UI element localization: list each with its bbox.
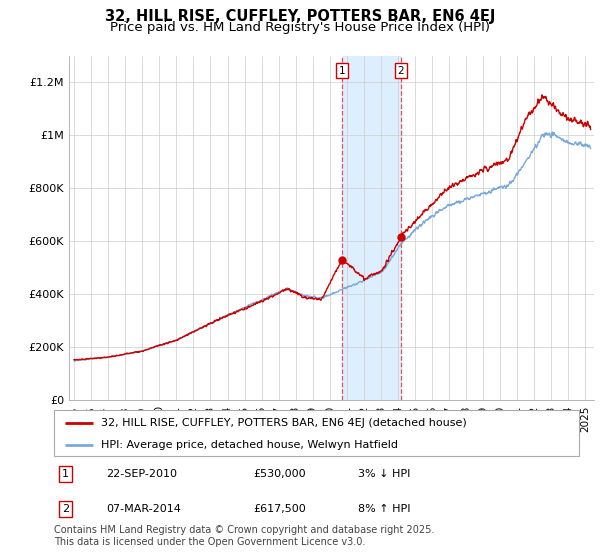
Text: 1: 1 [339,66,346,76]
Text: 2: 2 [62,504,69,514]
Text: Price paid vs. HM Land Registry's House Price Index (HPI): Price paid vs. HM Land Registry's House … [110,21,490,34]
Text: £617,500: £617,500 [254,504,306,514]
Text: Contains HM Land Registry data © Crown copyright and database right 2025.
This d: Contains HM Land Registry data © Crown c… [54,525,434,547]
Text: 2: 2 [398,66,404,76]
Text: 07-MAR-2014: 07-MAR-2014 [107,504,181,514]
Text: 8% ↑ HPI: 8% ↑ HPI [359,504,411,514]
Text: 32, HILL RISE, CUFFLEY, POTTERS BAR, EN6 4EJ (detached house): 32, HILL RISE, CUFFLEY, POTTERS BAR, EN6… [101,418,467,428]
Text: 32, HILL RISE, CUFFLEY, POTTERS BAR, EN6 4EJ: 32, HILL RISE, CUFFLEY, POTTERS BAR, EN6… [105,9,495,24]
Text: 1: 1 [62,469,69,479]
Bar [342,56,401,400]
Text: 3% ↓ HPI: 3% ↓ HPI [359,469,411,479]
Text: 22-SEP-2010: 22-SEP-2010 [107,469,178,479]
Text: HPI: Average price, detached house, Welwyn Hatfield: HPI: Average price, detached house, Welw… [101,440,398,450]
Text: £530,000: £530,000 [254,469,306,479]
